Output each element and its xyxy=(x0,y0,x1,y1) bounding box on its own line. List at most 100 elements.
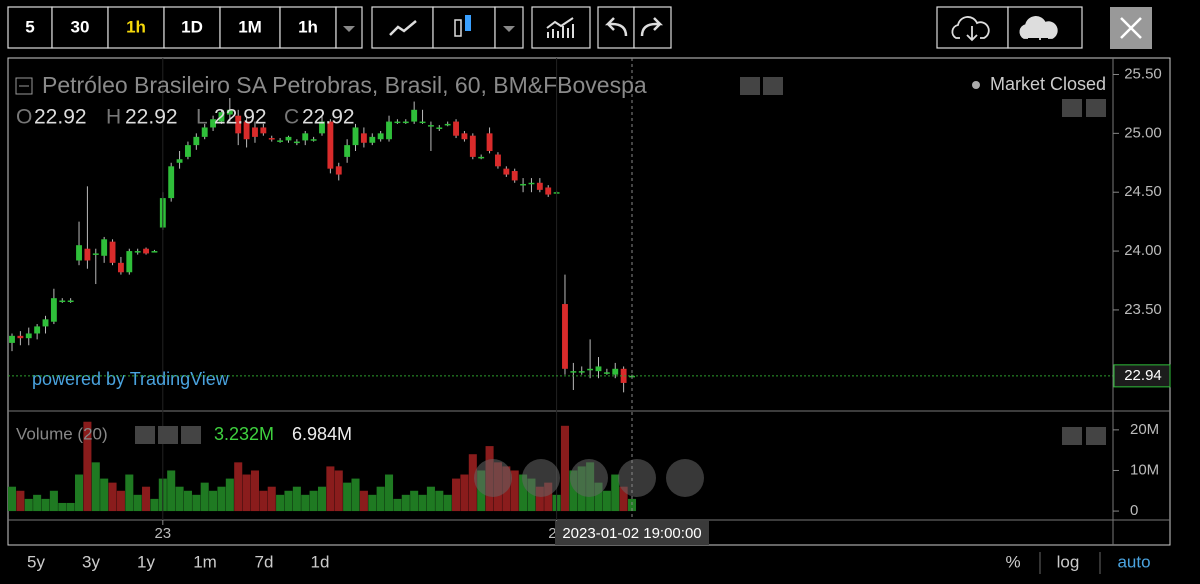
legend-value: 22.92 xyxy=(125,106,178,129)
volume-tick-label: 0 xyxy=(1130,502,1138,519)
volume-bar xyxy=(359,490,368,512)
range-button[interactable]: 1y xyxy=(137,552,155,571)
candle-body xyxy=(444,123,451,126)
move-down-icon[interactable] xyxy=(1062,99,1082,117)
volume-bar xyxy=(326,466,335,512)
candle-body xyxy=(117,262,124,273)
candle-body xyxy=(411,109,418,122)
download-icon xyxy=(951,16,990,42)
candle-body xyxy=(595,366,602,372)
range-button[interactable]: 3y xyxy=(82,552,100,571)
range-button[interactable]: 5y xyxy=(27,552,45,571)
scroll-right-button[interactable] xyxy=(666,459,704,497)
candle-body xyxy=(461,133,468,140)
volume-bar xyxy=(49,490,58,512)
interval-button[interactable] xyxy=(219,6,281,49)
volume-bar xyxy=(209,490,218,512)
candle-body xyxy=(168,166,175,199)
volume-bar xyxy=(234,462,243,512)
candle-body xyxy=(143,248,149,254)
candle-body xyxy=(185,145,191,157)
volume-bar xyxy=(142,486,151,512)
volume-bar xyxy=(183,490,192,512)
zoom-out-button[interactable] xyxy=(522,459,560,497)
candle-body xyxy=(76,245,82,261)
legend-value: 22.92 xyxy=(214,106,267,129)
volume-bar xyxy=(108,482,117,512)
interval-button[interactable] xyxy=(51,6,109,49)
line-style-button[interactable] xyxy=(371,6,434,49)
volume-bar xyxy=(317,486,327,512)
range-button[interactable]: 1m xyxy=(193,552,217,571)
interval-button[interactable] xyxy=(107,6,165,49)
candle-body xyxy=(260,127,267,134)
interval-label: 1M xyxy=(238,17,262,36)
plot-marks xyxy=(7,58,637,520)
undo-button[interactable] xyxy=(597,6,635,49)
candle-body xyxy=(386,121,392,140)
interval-label: 5 xyxy=(25,17,34,36)
volume-bar xyxy=(242,474,251,512)
visibility-icon[interactable] xyxy=(740,77,760,95)
volume-bar xyxy=(343,482,352,512)
percent-toggle[interactable]: % xyxy=(1005,552,1020,571)
volume-bar xyxy=(150,498,159,512)
interval-button[interactable] xyxy=(163,6,221,49)
settings-icon[interactable] xyxy=(158,426,178,444)
auto-toggle[interactable]: auto xyxy=(1117,552,1150,571)
candle-body xyxy=(210,119,217,128)
move-up-icon[interactable] xyxy=(1062,427,1082,445)
indicators-button[interactable] xyxy=(531,6,591,49)
candle-style-button[interactable] xyxy=(432,6,496,49)
line-icon xyxy=(389,20,417,36)
legend-key: H xyxy=(106,106,121,129)
move-icon[interactable] xyxy=(1086,99,1106,117)
range-button[interactable]: 1d xyxy=(311,552,330,571)
candle-body xyxy=(293,141,300,144)
candle-body xyxy=(344,145,351,157)
zoom-in-button[interactable] xyxy=(618,459,656,497)
remove-icon[interactable] xyxy=(181,426,201,444)
chart-title: Petróleo Brasileiro SA Petrobras, Brasil… xyxy=(42,72,647,98)
candle-body xyxy=(243,121,250,140)
reset-button[interactable] xyxy=(570,459,608,497)
legend-value: 22.92 xyxy=(302,106,355,129)
interval-label: 1D xyxy=(181,17,203,36)
crosshair-badge xyxy=(555,521,709,545)
volume-bar xyxy=(259,490,268,512)
volume-bar xyxy=(435,490,444,512)
last-price-badge xyxy=(1113,364,1171,388)
redo-button[interactable] xyxy=(633,6,672,49)
volume-bar xyxy=(602,490,611,512)
volume-bar xyxy=(225,478,234,512)
visibility-icon[interactable] xyxy=(135,426,155,444)
move-icon[interactable] xyxy=(1086,427,1106,445)
price-tick-label: 24.50 xyxy=(1124,183,1162,200)
candle-body xyxy=(419,121,426,124)
interval-button[interactable] xyxy=(7,6,53,49)
volume-bar xyxy=(460,474,469,512)
upload-icon xyxy=(1019,16,1058,40)
collapse-icon[interactable] xyxy=(15,77,33,95)
candle-body xyxy=(377,133,384,140)
range-button[interactable]: 7d xyxy=(255,552,274,571)
scroll-left-button[interactable] xyxy=(474,459,512,497)
legend-key: L xyxy=(196,106,208,129)
volume-bar xyxy=(519,474,528,512)
interval-button[interactable] xyxy=(279,6,337,49)
candle-body xyxy=(495,154,501,167)
settings-icon[interactable] xyxy=(763,77,783,95)
candle-body xyxy=(578,371,585,373)
bottom-bar: 5y 3y 1y 1m 7d 1d % log auto xyxy=(27,552,1151,574)
candle-body xyxy=(50,298,57,322)
candle-body xyxy=(603,372,610,374)
candle-body xyxy=(59,300,66,303)
candle-body xyxy=(394,121,401,124)
candle-body xyxy=(126,251,133,273)
log-toggle[interactable]: log xyxy=(1057,552,1080,571)
candle-body xyxy=(360,133,367,143)
volume-bar xyxy=(510,470,519,512)
volume-bar xyxy=(192,494,201,512)
volume-bar xyxy=(385,474,394,512)
